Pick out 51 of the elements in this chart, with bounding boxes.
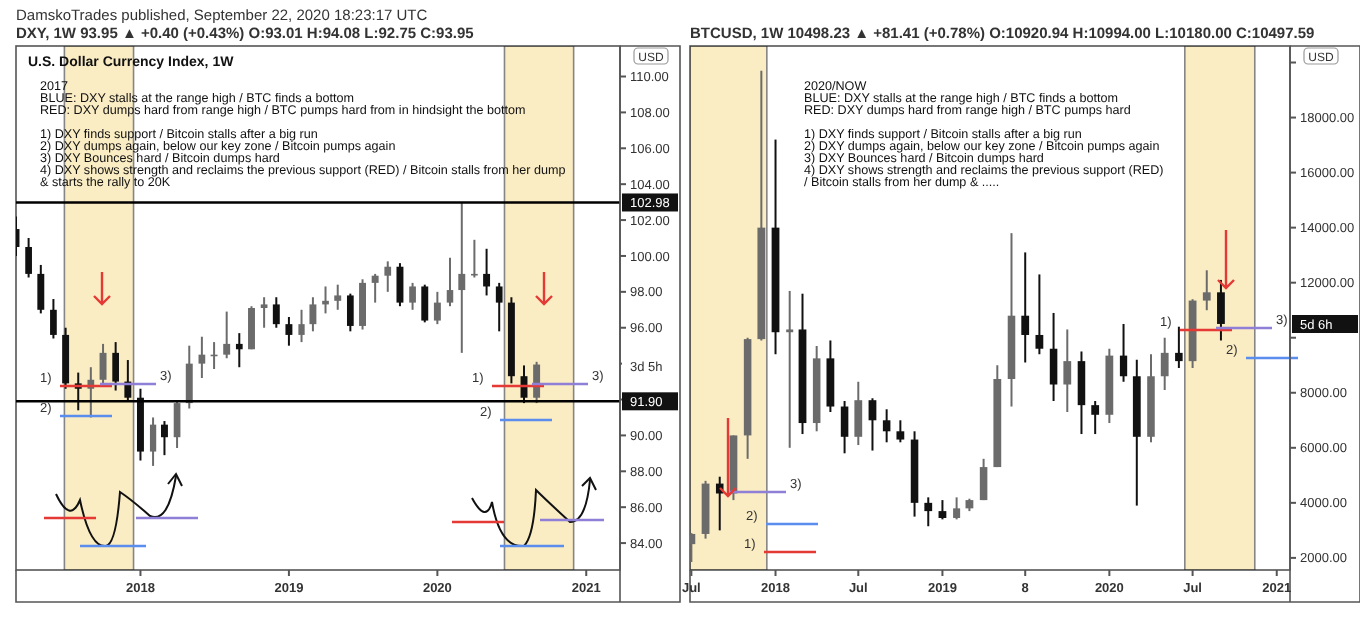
candlestick — [1217, 278, 1225, 342]
candlestick — [446, 256, 454, 308]
candlestick — [495, 281, 503, 333]
candlestick — [1063, 328, 1072, 414]
candlestick — [384, 260, 392, 293]
candlestick — [185, 344, 193, 410]
candlestick — [99, 342, 107, 387]
candlestick — [1049, 311, 1058, 403]
candlestick — [160, 420, 168, 457]
candlestick — [260, 296, 268, 329]
candlestick — [1175, 325, 1183, 369]
candlestick — [458, 201, 466, 354]
candlestick — [1202, 269, 1211, 312]
candlestick — [953, 496, 961, 521]
candlestick — [223, 310, 231, 360]
candlestick — [786, 289, 794, 449]
candlestick — [433, 290, 441, 326]
candlestick — [334, 283, 342, 311]
candlestick — [359, 278, 366, 331]
candlestick — [37, 263, 45, 315]
candlestick — [483, 247, 491, 297]
candlestick — [50, 298, 57, 340]
candlestick — [1021, 251, 1030, 364]
candlestick — [421, 283, 429, 324]
candlestick — [1035, 273, 1044, 356]
candlestick — [112, 341, 120, 392]
candlestick — [285, 315, 293, 347]
candlestick — [1091, 400, 1100, 436]
candlestick — [1119, 322, 1128, 383]
candlestick — [854, 380, 863, 447]
candlestick — [840, 400, 849, 455]
candlestick — [1160, 336, 1169, 392]
candlestick — [25, 237, 32, 279]
candlestick — [979, 457, 988, 502]
candlestick — [309, 296, 317, 333]
candlestick — [272, 296, 280, 329]
candlestick — [882, 408, 891, 444]
candlestick — [198, 335, 206, 379]
candlestick — [149, 416, 157, 467]
candlestick — [396, 262, 404, 308]
candlestick — [1077, 350, 1086, 436]
candlestick — [471, 238, 478, 279]
candlestick — [298, 308, 305, 344]
candlestick — [409, 281, 416, 311]
candlestick — [924, 496, 933, 528]
candlestick — [371, 272, 379, 304]
candlestick — [235, 332, 243, 369]
candlestick — [346, 292, 354, 333]
candlestick — [248, 305, 255, 351]
candlestick — [938, 499, 947, 521]
candlestick — [896, 419, 905, 444]
